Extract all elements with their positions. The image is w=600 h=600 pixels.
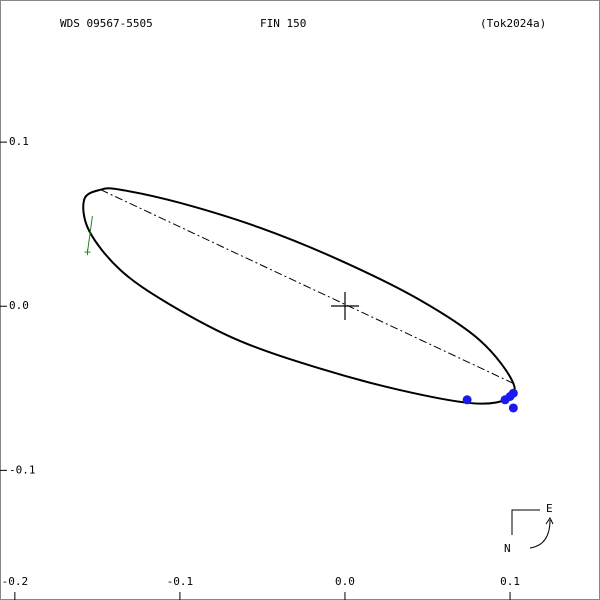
compass-north: N xyxy=(504,542,511,555)
compass-axes xyxy=(511,509,540,535)
observation xyxy=(462,395,472,405)
y-tick-label: -0.1 xyxy=(9,463,36,476)
compass-arrowhead xyxy=(545,517,554,525)
compass-east: E xyxy=(546,502,553,515)
reference: (Tok2024a) xyxy=(480,17,546,30)
x-tick-label: -0.1 xyxy=(167,575,194,588)
residual-marker xyxy=(84,249,91,256)
x-tick-label: 0.1 xyxy=(500,575,520,588)
chart-title: WDS 09567-5505 xyxy=(60,17,153,30)
y-tick-label: 0.0 xyxy=(9,299,29,312)
residual-line xyxy=(86,215,93,253)
observation xyxy=(508,403,518,413)
x-tick-label: 0.0 xyxy=(335,575,355,588)
compass: E N xyxy=(504,502,554,555)
compass-arrow xyxy=(529,519,551,549)
chart-subtitle: FIN 150 xyxy=(260,17,306,30)
y-tick-label: 0.1 xyxy=(9,135,29,148)
observation xyxy=(508,388,518,398)
line-of-nodes xyxy=(100,189,514,384)
x-tick-label: -0.2 xyxy=(2,575,29,588)
